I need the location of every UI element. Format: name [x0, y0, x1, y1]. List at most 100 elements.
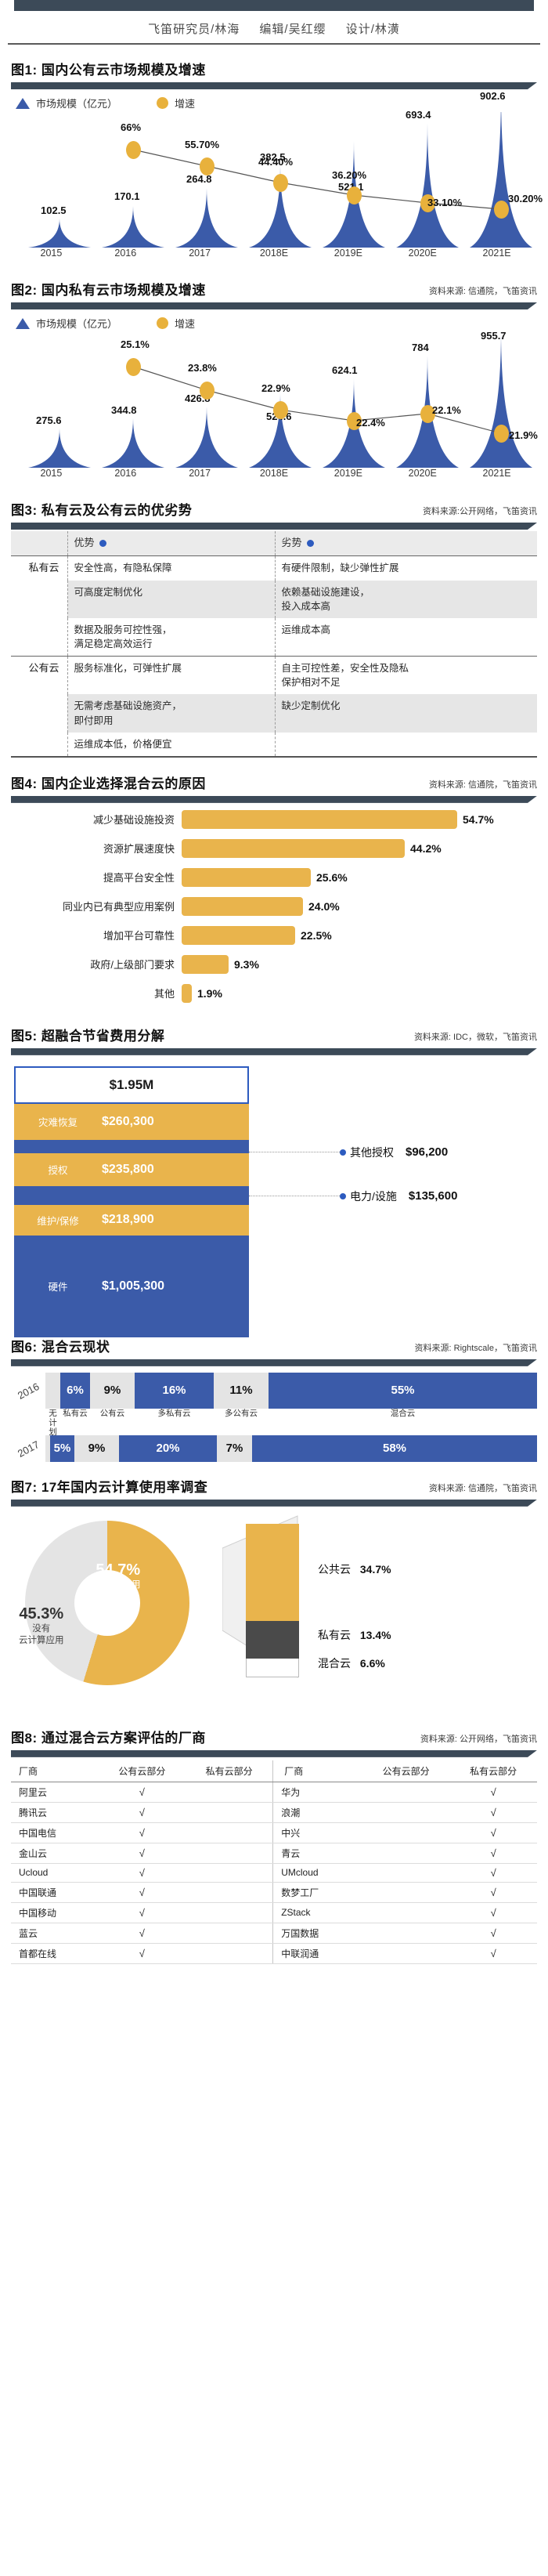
fig6-cat-2: 公有云	[90, 1409, 135, 1435]
fig4-val-2: 25.6%	[316, 870, 348, 884]
fig8-r0-lpub: √	[98, 1782, 186, 1803]
fig8-r3-lname: 金山云	[11, 1843, 99, 1864]
table-row: 首都在线 √ 中联润通 √	[11, 1943, 537, 1964]
fig5-title: 图5: 超融合节省费用分解	[11, 1028, 165, 1044]
fig1-value-label-6: 902.6	[480, 90, 506, 102]
fig1-x-tick-0: 2015	[40, 248, 63, 259]
fig7-donut-hole	[74, 1569, 140, 1636]
fig3-pro-1-2: 运维成本低，价格便宜	[67, 732, 275, 757]
fig2-plot: 275.6 344.8 426.8 524.6 624.1 784 955.7 …	[14, 330, 538, 468]
fig3-spacer	[11, 733, 67, 757]
fig3-con-1-1: 缺少定制优化	[274, 694, 537, 733]
fig8-col-3: 厂商	[272, 1760, 362, 1782]
fig1-legend-label-1: 增速	[175, 98, 196, 110]
fig8-r0-rname: 华为	[272, 1782, 362, 1803]
fig4-source: 资料来源: 信通院，飞笛资讯	[428, 780, 537, 790]
fig3-pro-1-1: 无需考虑基础设施资产， 即付即用	[67, 694, 275, 733]
fig4-bar-1	[182, 838, 405, 858]
fig8-r1-rpub	[362, 1802, 450, 1823]
fig8-r4-lpub: √	[98, 1863, 186, 1883]
fig3-col-2: 劣势	[274, 531, 537, 556]
fig8-col-2: 私有云部分	[186, 1760, 273, 1782]
table-row: 运维成本低，价格便宜	[11, 732, 537, 757]
fig8-r7-lpri	[186, 1923, 273, 1944]
fig6-seg-2017-4: 7%	[217, 1435, 252, 1462]
fig1-x-tick-4: 2019E	[333, 248, 362, 259]
byline: 飞笛研究员/林海 编辑/吴红缨 设计/林潢	[8, 11, 540, 45]
fig8-r2-lpub: √	[98, 1822, 186, 1843]
fig3-source: 资料来源:公开网络，飞笛资讯	[422, 507, 537, 516]
fig1-pct-label-2: 55.70%	[185, 139, 220, 150]
fig8-r3-rpri: √	[449, 1843, 537, 1864]
fig6-cat-4: 多公有云	[214, 1409, 269, 1435]
fig6-seg-2017-2: 9%	[74, 1435, 119, 1462]
fig8-r8-rname: 中联润通	[272, 1943, 362, 1964]
fig1-pct-label-1: 66%	[121, 121, 142, 133]
table-row: 中国电信 √ 中兴 √	[11, 1822, 537, 1843]
fig4-bar-5	[182, 954, 229, 974]
fig8-r3-lpri	[186, 1843, 273, 1864]
fig1-x-tick-5: 2020E	[408, 248, 437, 259]
fig8-r2-rname: 中兴	[272, 1822, 362, 1843]
fig2-rule	[11, 302, 537, 309]
fig6-cat-3: 多私有云	[135, 1409, 214, 1435]
fig8-thead: 厂商 公有云部分 私有云部分 厂商 公有云部分 私有云部分	[11, 1760, 537, 1782]
fig1-legend-label-0: 市场规模（亿元）	[36, 98, 118, 110]
fig8-r0-rpri: √	[449, 1782, 537, 1803]
fig4-bar-0	[182, 809, 457, 829]
fig2-x-tick-2: 2017	[189, 468, 211, 479]
fig6-row-2017: 2017 5% 9% 20% 7% 58%	[11, 1435, 537, 1462]
fig8-r7-rpub	[362, 1923, 450, 1944]
callout-dot-icon	[340, 1149, 346, 1156]
fig5-stack-5: 硬件 $1,005,300	[14, 1235, 249, 1337]
fig8-r6-lpub: √	[98, 1902, 186, 1923]
fig5-stack-3	[14, 1185, 249, 1205]
fig5-stack-2-name: 授权	[48, 1165, 68, 1177]
fig4-bar-3	[182, 896, 303, 916]
fig3-col-1-label: 优势	[74, 537, 95, 548]
fig8-col-5: 私有云部分	[449, 1760, 537, 1782]
fig8-r1-rname: 浪潮	[272, 1802, 362, 1823]
byline-researcher: 飞笛研究员/林海	[148, 23, 240, 36]
fig2-pct-label-5: 22.1%	[432, 404, 461, 416]
fig8-r6-lpri	[186, 1902, 273, 1923]
fig3-table: 优势 劣势 私有云 安全性高，有隐私保障 有硬件限制，缺少弹性扩展 可高度定制优…	[11, 531, 537, 758]
fig1-header: 图1: 国内公有云市场规模及增速	[11, 59, 537, 78]
fig8-r5-rpub	[362, 1882, 450, 1903]
fig3-con-0-1: 依赖基础设施建设， 投入成本高	[274, 580, 537, 618]
fig5-source: 资料来源: IDC，微软，飞笛资讯	[413, 1032, 537, 1042]
fig4-cat-6: 其他	[153, 988, 175, 1000]
fig5-rule	[11, 1048, 537, 1055]
fig7-seg-hybrid	[246, 1658, 299, 1677]
fig5-stack-4-name: 维护/保修	[37, 1215, 79, 1227]
fig5-total-box: $1.95M	[14, 1065, 249, 1104]
fig2-x-tick-5: 2020E	[408, 468, 437, 479]
fig6-seg-2016-4: 11%	[214, 1372, 269, 1409]
fig7-unused-value: 45.3%	[19, 1605, 64, 1623]
fig8-r3-lpub: √	[98, 1843, 186, 1864]
fig5-stack-1	[14, 1139, 249, 1153]
fig1-point-6	[494, 201, 509, 219]
fig2-point-6	[494, 425, 509, 443]
fig7-legend-hybrid-name: 混合云	[318, 1656, 351, 1670]
fig6-cat-5: 混合云	[269, 1409, 537, 1435]
fig8-r2-rpub	[362, 1822, 450, 1843]
fig4-header: 图4: 国内企业选择混合云的原因 资料来源: 信通院，飞笛资讯	[11, 772, 537, 792]
section-fig2: 图2: 国内私有云市场规模及增速 资料来源: 信通院，飞笛资讯 市场规模（亿元）…	[11, 265, 538, 485]
fig8-r3-rname: 青云	[272, 1843, 362, 1864]
fig6-cat-1-label: 私有云	[63, 1408, 88, 1418]
fig1-rule	[11, 82, 537, 89]
fig5-stack-4: 维护/保修 $218,900	[14, 1204, 249, 1236]
fig4-bar-4	[182, 925, 295, 945]
fig8-r0-rpub	[362, 1782, 450, 1803]
section-fig1: 图1: 国内公有云市场规模及增速 市场规模（亿元） 增速	[11, 45, 543, 265]
byline-editor: 编辑/吴红缨	[259, 23, 326, 36]
fig2-value-label-1: 344.8	[111, 404, 137, 416]
fig7-legend-public: 公共云 34.7%	[318, 1561, 391, 1577]
fig7-title: 图7: 17年国内云计算使用率调查	[11, 1479, 208, 1495]
fig5-chart: $1.95M 灾难恢复 $260,300 授权 $235,800 维护/保修 $…	[11, 1063, 537, 1337]
fig1-pct-label-4: 36.20%	[332, 169, 367, 181]
fig4-bar-row-2: 提高平台安全性 25.6%	[11, 866, 537, 889]
fig7-legend-hybrid-value: 6.6%	[359, 1656, 385, 1670]
fig8-r6-rpri: √	[449, 1902, 537, 1923]
